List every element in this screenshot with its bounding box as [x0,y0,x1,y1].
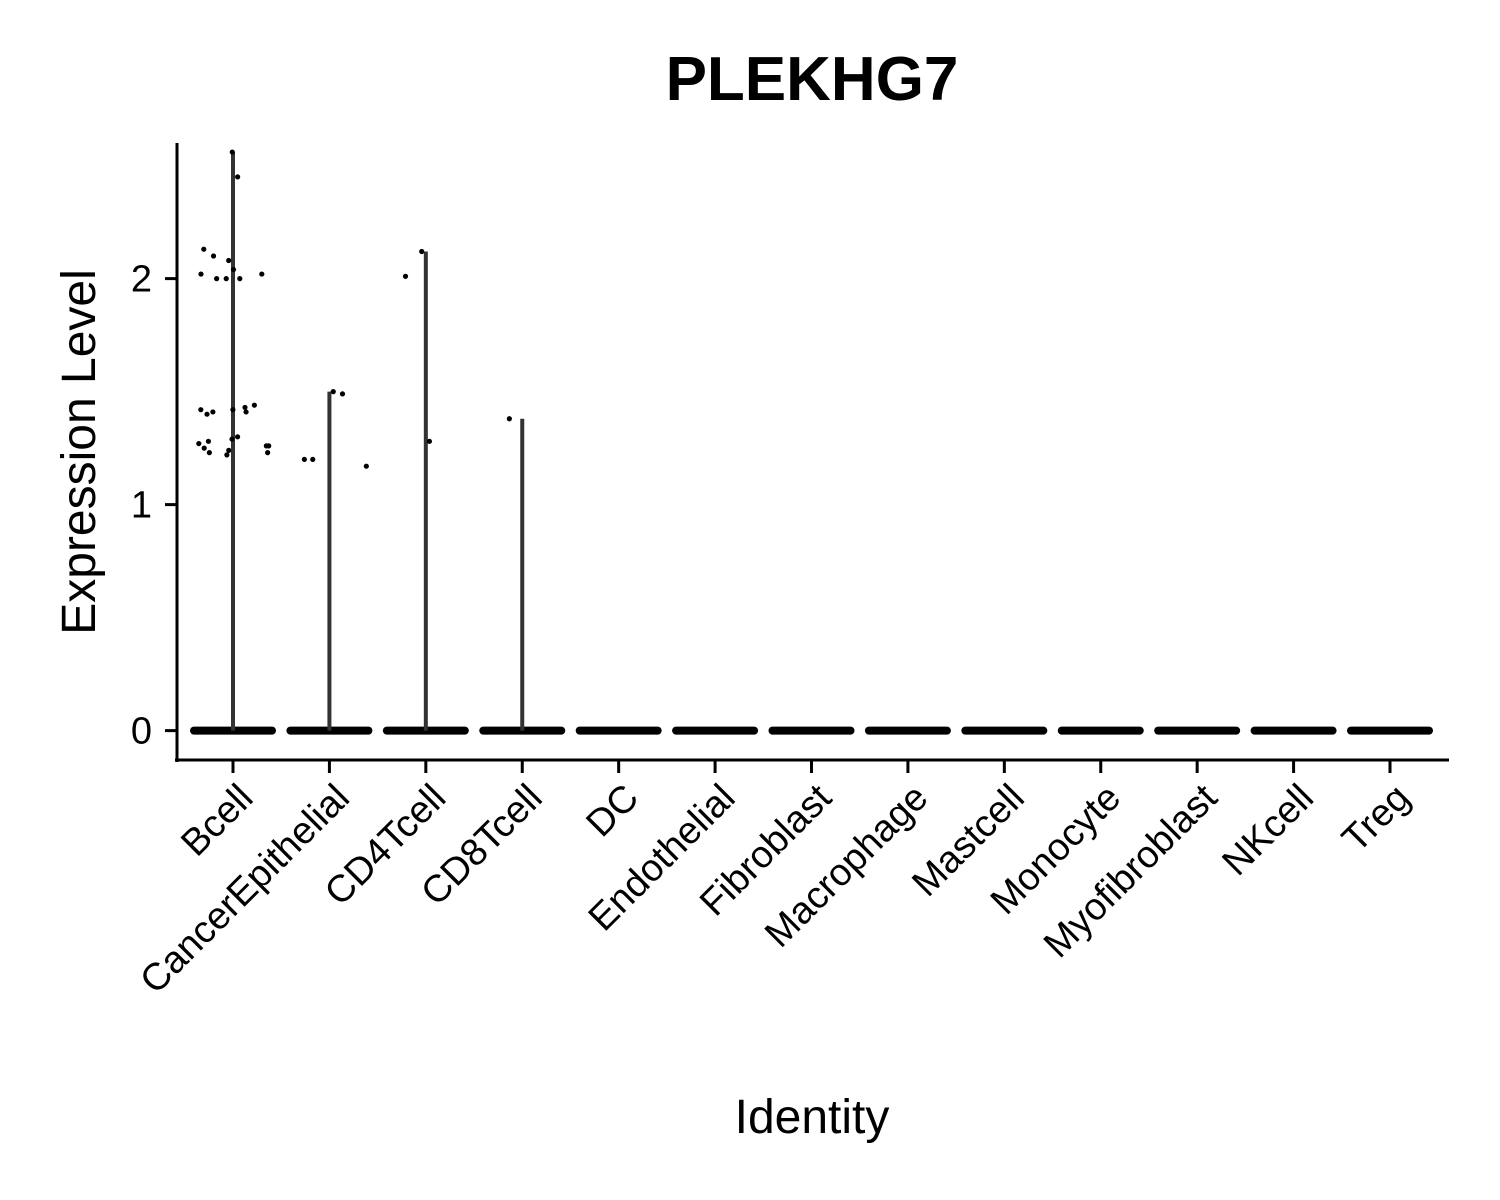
x-axis-label: Identity [735,1091,890,1144]
zero-points-band [672,726,759,735]
data-point [210,253,217,259]
data-point [251,402,257,408]
data-point [242,404,248,411]
data-point [198,407,204,413]
data-point [196,440,202,447]
data-point [201,246,207,252]
data-point [402,273,409,279]
x-tick-label: NKcell [1215,777,1322,884]
data-point [330,389,336,395]
data-point [230,266,237,273]
data-point [426,438,433,444]
data-point [234,434,241,440]
x-tick-label: DC [579,777,648,846]
data-point [301,456,307,463]
data-point [224,452,230,458]
y-tick-label: 2 [131,259,152,301]
data-point [214,276,220,282]
y-tick-label: 1 [131,485,152,527]
data-point [198,271,204,277]
x-tick-label: Myofibroblast [1036,776,1226,966]
data-point [506,416,512,422]
data-point [229,149,235,155]
data-point [243,409,249,415]
data-point [205,438,211,444]
x-tick-label: Bcell [173,777,261,865]
data-point [237,276,243,282]
data-point [419,248,425,255]
data-point [229,436,235,442]
data-point [310,456,316,463]
data-point [230,407,236,413]
zero-points-band [1347,726,1433,735]
chart-title: PLEKHG7 [666,45,959,114]
data-point [265,450,271,456]
data-point [259,271,265,277]
zero-points-band [575,726,662,735]
data-point [235,174,241,180]
y-tick-label: 0 [131,711,152,753]
data-point [210,409,216,415]
zero-points-band [768,726,855,735]
data-point [206,450,212,456]
data-point [201,445,207,451]
zero-points-band [864,726,951,735]
y-axis-label: Expression Level [53,269,106,635]
y-axis-ticks: 0 1 2 [131,259,177,753]
data-point [363,463,369,469]
zero-points-band [1154,726,1241,735]
zero-points-band [1250,726,1337,735]
data-point [226,257,232,264]
data-point [226,447,232,453]
data-point [339,391,346,397]
data-point [266,443,272,449]
data-point [223,276,229,282]
zero-points-band [1057,726,1144,735]
zero-points-band [961,726,1048,735]
data-point [204,411,210,417]
x-tick-label: Treg [1334,777,1418,861]
plot-area [190,149,1433,735]
